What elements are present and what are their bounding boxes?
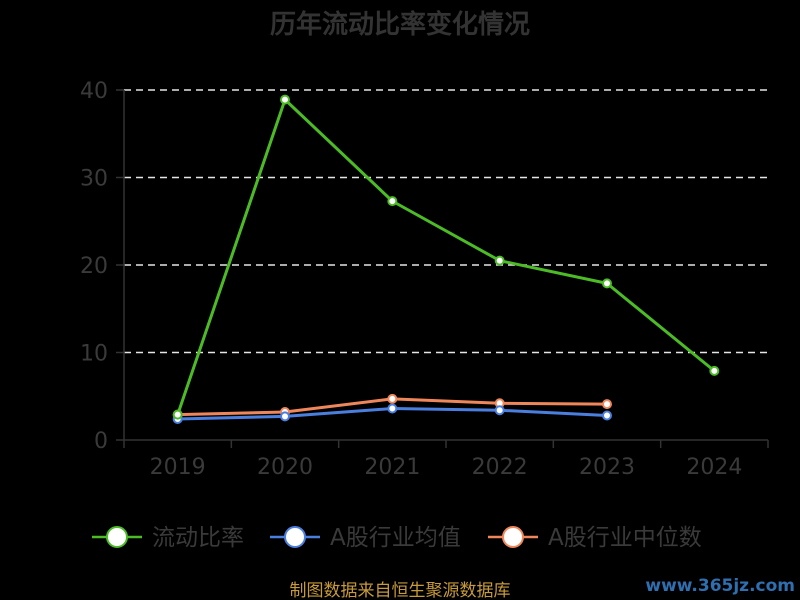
x-tick-label: 2024 xyxy=(686,455,742,480)
legend-marker xyxy=(284,526,306,548)
x-tick-label: 2022 xyxy=(472,455,528,480)
y-tick-label: 10 xyxy=(80,342,108,367)
legend-marker xyxy=(106,526,128,548)
data-point xyxy=(494,405,505,416)
data-point xyxy=(602,399,612,410)
legend-label: 流动比率 xyxy=(152,525,244,551)
y-tick-label: 40 xyxy=(80,79,108,104)
y-tick-label: 0 xyxy=(94,429,108,454)
x-axis-ticks: 2019 2020 2021 2022 2023 2024 xyxy=(123,440,769,480)
data-point xyxy=(602,410,612,421)
legend-label: A股行业中位数 xyxy=(548,525,702,551)
chart-title: 历年流动比率变化情况 xyxy=(270,9,530,40)
x-tick-label: 2020 xyxy=(257,455,313,480)
y-tick-label: 30 xyxy=(80,167,108,192)
data-point xyxy=(387,393,398,404)
legend-label: A股行业均值 xyxy=(330,525,461,551)
data-point xyxy=(280,94,290,105)
y-tick-label: 20 xyxy=(80,254,108,279)
data-point xyxy=(280,411,290,422)
x-tick-label: 2021 xyxy=(364,455,420,480)
series-line xyxy=(176,98,716,416)
series-layer xyxy=(172,94,720,424)
data-point xyxy=(494,255,505,266)
data-point xyxy=(172,409,183,420)
y-axis-ticks: 0 10 20 30 40 xyxy=(80,79,124,454)
legend-marker xyxy=(502,526,524,548)
watermark-logo: www.365jz.com xyxy=(645,576,795,596)
data-point xyxy=(602,278,612,289)
x-tick-label: 2019 xyxy=(150,455,206,480)
data-point xyxy=(387,403,398,414)
data-point xyxy=(387,196,398,207)
source-note: 制图数据来自恒生聚源数据库 xyxy=(290,581,511,600)
data-point xyxy=(709,365,720,376)
grid-lines xyxy=(124,89,768,354)
legend: 流动比率 A股行业均值 A股行业中位数 xyxy=(92,525,702,551)
x-tick-label: 2023 xyxy=(579,455,635,480)
